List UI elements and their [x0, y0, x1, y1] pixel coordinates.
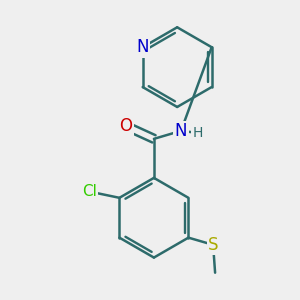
- Text: N: N: [175, 122, 187, 140]
- Text: O: O: [119, 117, 133, 135]
- Text: Cl: Cl: [82, 184, 97, 199]
- Text: N: N: [136, 38, 149, 56]
- Text: H: H: [193, 126, 203, 140]
- Text: S: S: [208, 236, 218, 254]
